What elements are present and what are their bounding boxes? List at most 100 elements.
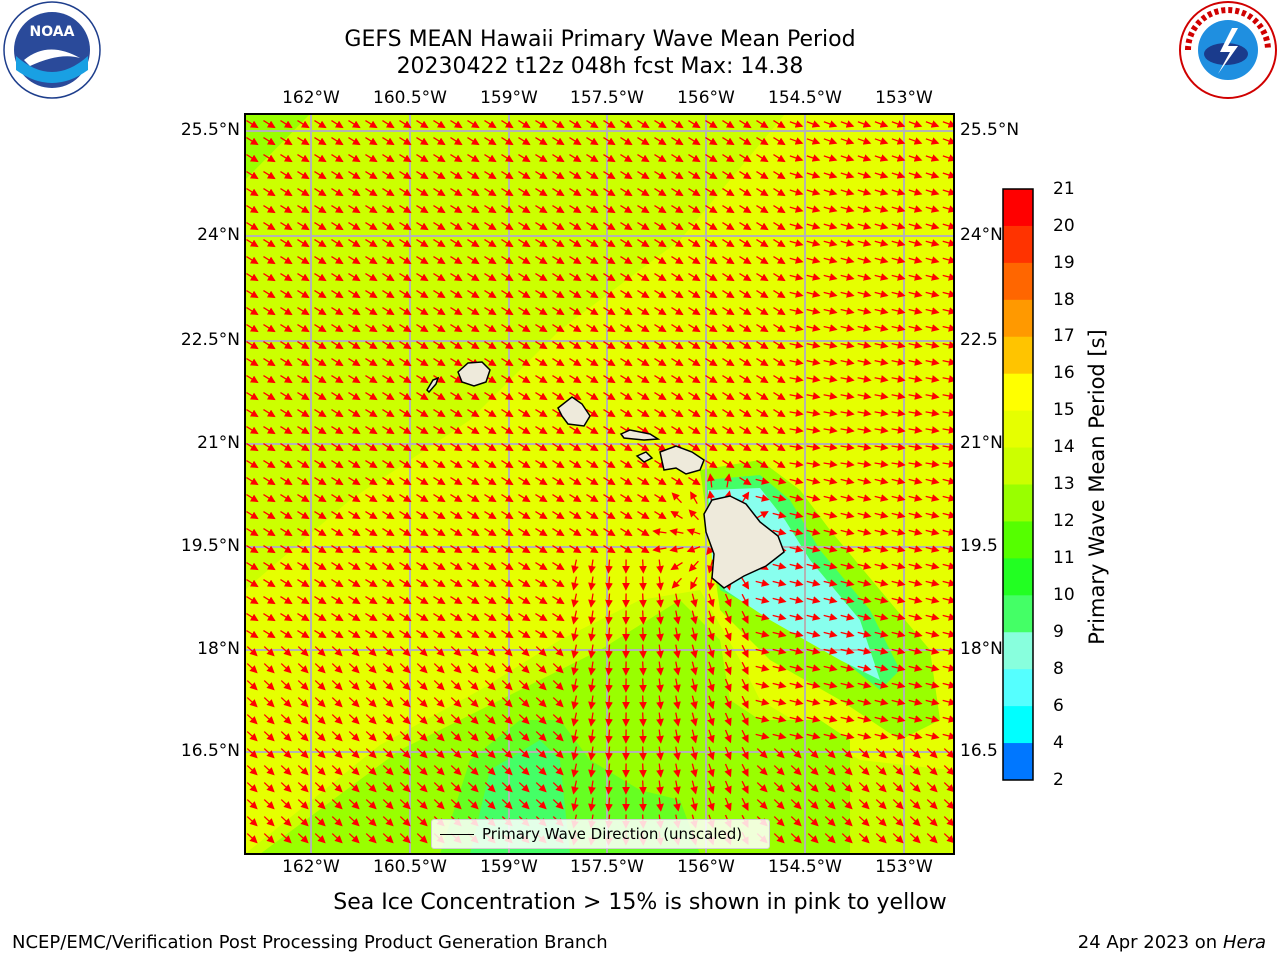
wave-arrow xyxy=(756,290,769,299)
wave-arrow xyxy=(705,392,718,401)
wave-arrow xyxy=(450,341,463,350)
wave-arrow xyxy=(297,324,310,333)
wave-arrow xyxy=(314,137,327,146)
wave-arrow xyxy=(620,256,633,265)
wave-arrow xyxy=(280,188,293,197)
wave-arrow xyxy=(365,375,378,384)
wave-arrow xyxy=(891,171,906,179)
footer-credit: NCEP/EMC/Verification Post Processing Pr… xyxy=(12,932,608,953)
wave-arrow xyxy=(874,307,889,315)
wave-arrow xyxy=(603,324,616,333)
wave-arrow xyxy=(637,256,650,265)
wave-arrow xyxy=(382,256,395,265)
wave-arrow xyxy=(908,222,923,230)
wave-arrow xyxy=(823,307,838,315)
wave-arrow xyxy=(297,392,310,401)
wave-arrow xyxy=(552,205,565,214)
wave-arrow xyxy=(263,358,276,367)
wave-arrow xyxy=(382,375,395,384)
wave-arrow xyxy=(586,171,599,180)
wave-arrow xyxy=(535,205,548,214)
wave-arrow xyxy=(382,188,395,197)
wave-arrow xyxy=(246,154,259,163)
wave-arrow xyxy=(552,290,565,299)
wave-arrow xyxy=(603,188,616,197)
colorbar-label: Primary Wave Mean Period [s] xyxy=(1085,329,1109,645)
wave-arrow xyxy=(806,392,821,400)
wave-arrow xyxy=(722,307,735,316)
wave-arrow xyxy=(314,256,327,265)
wave-arrow xyxy=(654,290,667,299)
wave-arrow xyxy=(806,154,821,162)
wave-arrow xyxy=(280,205,293,214)
wave-arrow xyxy=(705,341,718,350)
wave-arrow xyxy=(688,273,701,282)
wave-arrow xyxy=(857,307,872,315)
wave-arrow xyxy=(280,392,293,401)
wave-arrow xyxy=(908,290,923,298)
wave-arrow xyxy=(399,171,412,180)
lon-tick-top: 159°W xyxy=(480,88,538,108)
wave-arrow xyxy=(433,324,446,333)
wave-arrow xyxy=(722,137,735,146)
wave-arrow xyxy=(467,137,480,146)
colorbar-tick: 8 xyxy=(1053,659,1064,679)
wave-arrow xyxy=(620,358,633,367)
wave-arrow xyxy=(705,137,718,146)
wave-arrow xyxy=(467,273,480,282)
wave-arrow xyxy=(297,188,310,197)
wave-arrow xyxy=(654,120,667,129)
wave-arrow xyxy=(671,171,684,180)
wave-arrow xyxy=(806,324,821,332)
wave-arrow xyxy=(908,256,923,264)
wave-arrow xyxy=(722,222,735,231)
wave-arrow xyxy=(314,358,327,367)
wave-arrow xyxy=(908,137,923,145)
wave-arrow xyxy=(501,137,514,146)
wave-arrow xyxy=(569,188,582,197)
wave-arrow xyxy=(739,171,752,180)
wave-arrow xyxy=(518,375,531,384)
wave-arrow xyxy=(925,154,940,162)
wave-arrow xyxy=(382,358,395,367)
wave-arrow xyxy=(688,222,701,231)
wave-arrow xyxy=(891,324,906,332)
lat-tick-left: 21°N xyxy=(197,433,240,453)
wave-arrow xyxy=(263,392,276,401)
wave-arrow xyxy=(874,222,889,230)
wave-arrow xyxy=(671,154,684,163)
wave-arrow xyxy=(925,307,940,315)
wave-arrow xyxy=(348,137,361,146)
wave-arrow xyxy=(246,256,259,265)
wave-arrow xyxy=(705,324,718,333)
colorbar-tick: 4 xyxy=(1053,733,1064,753)
wave-arrow xyxy=(586,154,599,163)
wave-arrow xyxy=(450,273,463,282)
wave-arrow xyxy=(280,120,293,129)
wave-arrow xyxy=(688,188,701,197)
wave-arrow xyxy=(246,341,259,350)
wave-arrow xyxy=(823,239,838,247)
wave-arrow xyxy=(637,137,650,146)
wave-arrow xyxy=(348,256,361,265)
lat-tick-right: 18°N xyxy=(960,639,1003,659)
wave-arrow xyxy=(806,222,821,230)
colorbar-segment xyxy=(1003,743,1033,781)
wave-arrow xyxy=(874,239,889,247)
wave-arrow xyxy=(246,392,259,401)
wave-arrow xyxy=(552,341,565,350)
wave-arrow xyxy=(789,120,804,128)
wave-arrow xyxy=(603,256,616,265)
wave-arrow xyxy=(348,324,361,333)
wave-arrow xyxy=(263,188,276,197)
wave-arrow xyxy=(603,273,616,282)
wave-arrow xyxy=(399,120,412,129)
wave-arrow xyxy=(467,239,480,248)
wave-arrow xyxy=(484,273,497,282)
nws-logo-icon xyxy=(1179,1,1277,99)
wave-arrow xyxy=(823,205,838,213)
wave-arrow xyxy=(806,137,821,145)
wave-arrow xyxy=(620,375,633,384)
wave-direction-arrows xyxy=(246,120,954,846)
wave-arrow xyxy=(467,341,480,350)
